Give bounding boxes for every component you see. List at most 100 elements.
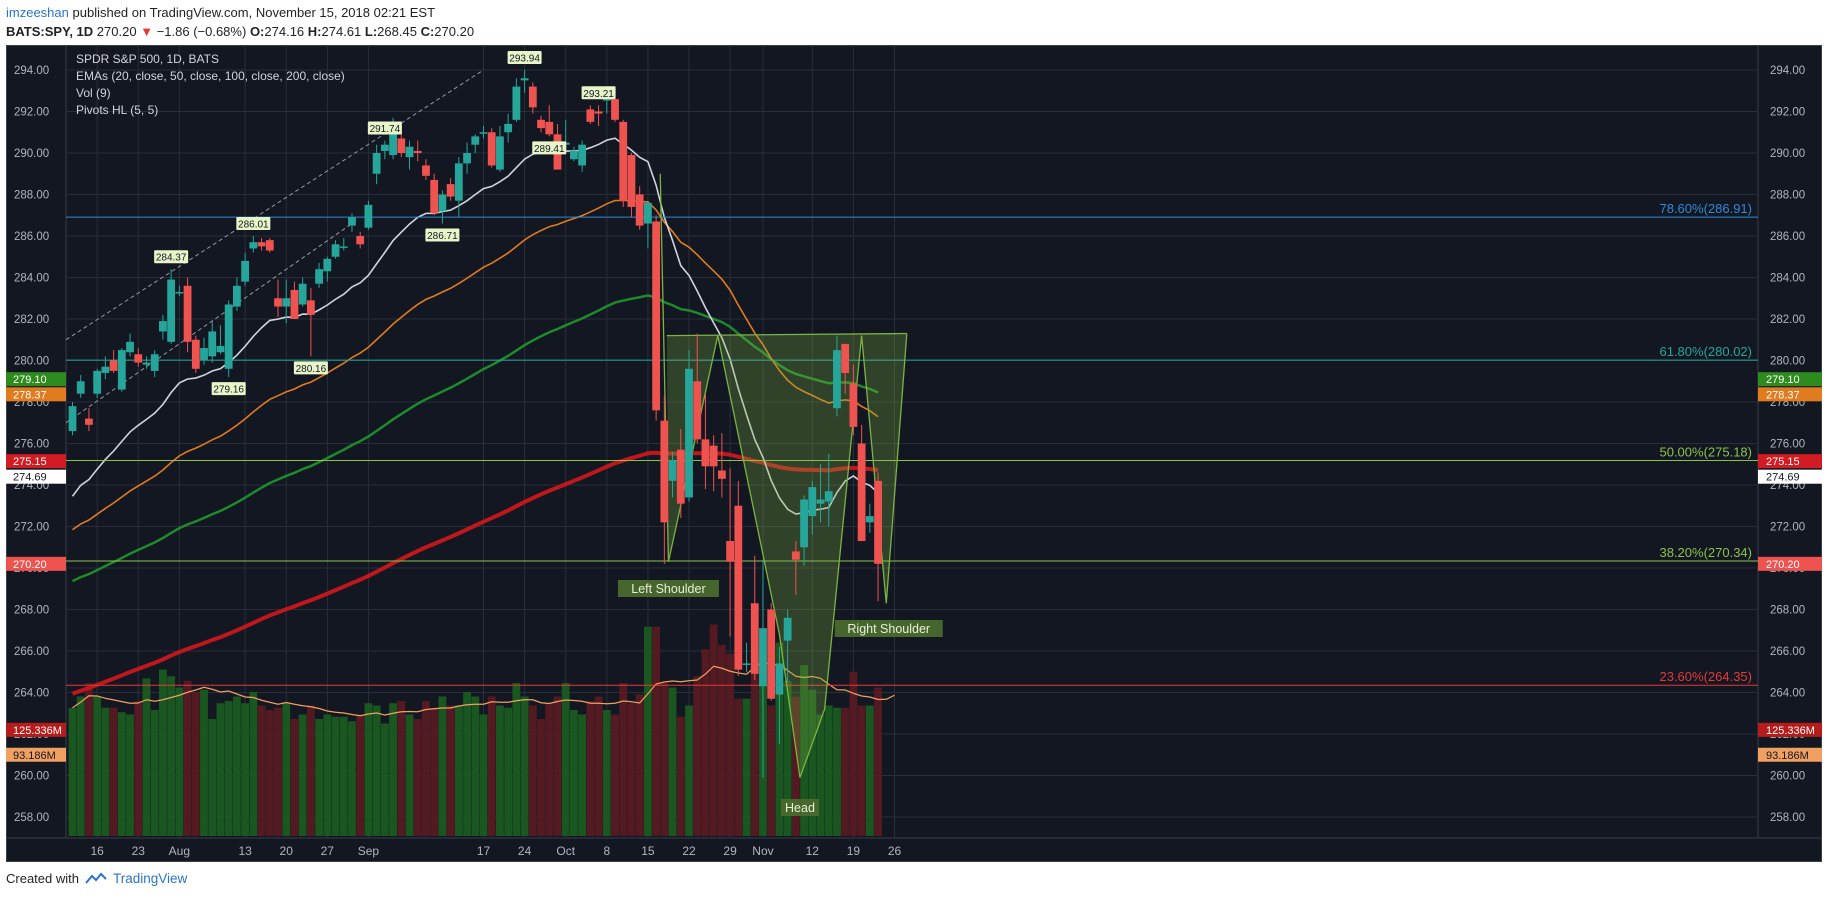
candle-body [594, 111, 603, 114]
candle-body [676, 449, 685, 504]
candle-body [660, 420, 669, 523]
right-tick-label: 258.00 [1770, 812, 1805, 824]
last-price: 270.20 [96, 24, 137, 39]
ema100-price-tag-left [6, 372, 66, 387]
ema100-price-tag-right-text: 279.10 [1766, 374, 1800, 386]
candle-body [824, 491, 833, 502]
tradingview-logo-icon [85, 872, 107, 884]
x-tick-label: 16 [90, 844, 104, 858]
published-header: imzeeshan published on TradingView.com, … [6, 3, 474, 41]
candle-body [685, 368, 693, 498]
legend-line: Pivots HL (5, 5) [76, 103, 158, 117]
ema200-price-tag-right-text: 275.15 [1766, 456, 1800, 468]
candle-body [709, 445, 718, 467]
fib-level-label: 61.80%(280.02) [1659, 344, 1752, 359]
volume-bar [578, 714, 587, 836]
volume-bar [93, 696, 102, 836]
candle-body [874, 480, 882, 564]
candle-body [68, 406, 77, 432]
right-tick-label: 268.00 [1770, 605, 1805, 617]
x-tick-label: 23 [132, 844, 146, 858]
volume-bar [109, 707, 118, 836]
time-axis-background [6, 838, 1822, 862]
volume-bar [537, 719, 545, 836]
low-label: L: [364, 24, 378, 39]
volume-bar [298, 714, 307, 836]
volume-bar [619, 683, 628, 836]
pivot-label-box [507, 51, 542, 64]
volume-bar [520, 696, 529, 836]
volume-bar [668, 687, 677, 836]
volume-bar [389, 703, 397, 836]
candle-body [717, 470, 726, 479]
ema20-price-tag-right-text: 274.69 [1766, 472, 1800, 484]
pivot-label-box [211, 382, 246, 396]
candle-body [857, 443, 866, 542]
candle-body [611, 99, 619, 120]
volume-bar [750, 651, 759, 836]
right-tick-label: 288.00 [1770, 190, 1805, 202]
pivot-label: 289.41 [532, 141, 567, 155]
candle-body [791, 551, 800, 560]
fib-level-label: 38.20%(270.34) [1659, 545, 1752, 560]
candle-body [134, 354, 143, 363]
volume-bar [265, 710, 274, 836]
ema20-price-tag-left [6, 469, 66, 484]
volume-bar [800, 665, 808, 836]
volume-bar [709, 624, 718, 836]
legend-line: SPDR S&P 500, 1D, BATS [76, 52, 219, 66]
candle-body [348, 217, 356, 226]
left-tick-label: 266.00 [14, 646, 49, 658]
right-tick-label: 276.00 [1770, 439, 1805, 451]
volume-bar [191, 692, 200, 836]
ema50-price-tag-left [6, 387, 66, 402]
volume-bar [175, 687, 184, 836]
candle-body [233, 285, 241, 307]
candle-body [126, 341, 134, 353]
pivot-label-text: 286.01 [238, 220, 269, 231]
candle-body [504, 123, 513, 133]
candle-body [520, 78, 529, 81]
candle-body [372, 153, 381, 174]
ema-100-line [71, 294, 879, 583]
volume-bar [857, 705, 866, 836]
tradingview-link[interactable]: TradingView [112, 871, 188, 886]
close-label: C: [420, 24, 435, 39]
volume-bar [134, 701, 143, 836]
pivot-label-box [293, 361, 328, 375]
left-tick-label: 280.00 [14, 356, 49, 368]
author-link[interactable]: imzeeshan [6, 5, 69, 20]
right-tick-label: 264.00 [1770, 688, 1805, 700]
candle-body [471, 136, 480, 145]
volume-bar [413, 719, 422, 836]
volume-bar [233, 696, 241, 836]
volume-bar [142, 678, 151, 836]
x-tick-label: 26 [888, 844, 902, 858]
high-label: H: [307, 24, 322, 39]
ema50-price-tag-right [1758, 387, 1822, 402]
volume-bar [553, 696, 562, 836]
volume-bar [594, 696, 603, 836]
left-tick-label: 264.00 [14, 688, 49, 700]
left-tick-label: 272.00 [14, 522, 49, 534]
right-tick-label: 266.00 [1770, 646, 1805, 658]
price-change: −1.86 (−0.68%) [156, 24, 247, 39]
left-axis-background [6, 45, 66, 838]
x-tick-label: 19 [847, 844, 861, 858]
right-shoulder-label-box [834, 620, 943, 637]
candle-body [742, 663, 751, 665]
volume-bar [224, 701, 233, 836]
volume-bar [257, 705, 266, 836]
x-tick-label: 12 [806, 844, 820, 858]
left-tick-label: 284.00 [14, 273, 49, 285]
chart-frame [6, 45, 1822, 862]
left-shoulder-label-text: Left Shoulder [631, 582, 705, 596]
volume-bar [652, 626, 661, 836]
volume-bar [241, 703, 250, 836]
pivot-label: 280.16 [293, 361, 328, 375]
close-value: 270.20 [434, 24, 475, 39]
candle-body [849, 383, 858, 427]
volume-bar [323, 714, 332, 836]
legend-line: Vol (9) [76, 86, 111, 100]
